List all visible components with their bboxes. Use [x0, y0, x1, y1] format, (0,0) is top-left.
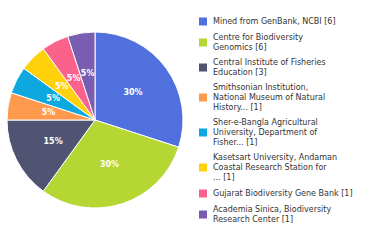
- svg-text:Research Center [1]: Research Center [1]: [213, 215, 293, 224]
- svg-text:5%: 5%: [81, 69, 95, 78]
- svg-text:Central Institute of Fisheries: Central Institute of Fisheries: [213, 58, 326, 67]
- svg-text:5%: 5%: [46, 94, 60, 103]
- svg-text:University, Department of: University, Department of: [213, 128, 317, 137]
- svg-text:5%: 5%: [55, 82, 69, 91]
- svg-text:Genomics [6]: Genomics [6]: [213, 43, 267, 52]
- svg-text:Kasetsart University, Andaman: Kasetsart University, Andaman: [213, 153, 337, 162]
- svg-text:30%: 30%: [100, 160, 119, 169]
- svg-text:Mined from GenBank, NCBI [6]: Mined from GenBank, NCBI [6]: [213, 17, 336, 26]
- svg-text:National Museum of Natural: National Museum of Natural: [213, 93, 325, 102]
- svg-text:... [1]: ... [1]: [213, 173, 235, 182]
- svg-text:5%: 5%: [67, 74, 81, 83]
- svg-text:Coastal Research Station for: Coastal Research Station for: [213, 163, 327, 172]
- svg-text:Sher-e-Bangla Agricultural: Sher-e-Bangla Agricultural: [213, 118, 318, 127]
- svg-text:5%: 5%: [42, 108, 56, 117]
- svg-text:Fisher... [1]: Fisher... [1]: [213, 138, 257, 147]
- svg-text:15%: 15%: [44, 137, 63, 146]
- svg-text:Centre for Biodiversity: Centre for Biodiversity: [213, 33, 303, 42]
- svg-text:Gujarat Biodiversity Gene Bank: Gujarat Biodiversity Gene Bank [1]: [213, 189, 353, 198]
- svg-text:Academia Sinica, Biodiversity: Academia Sinica, Biodiversity: [213, 205, 331, 214]
- svg-text:Smithsonian Institution,: Smithsonian Institution,: [213, 83, 308, 92]
- svg-text:Education [3]: Education [3]: [213, 68, 267, 77]
- svg-text:30%: 30%: [123, 88, 142, 97]
- svg-text:History... [1]: History... [1]: [213, 103, 262, 112]
